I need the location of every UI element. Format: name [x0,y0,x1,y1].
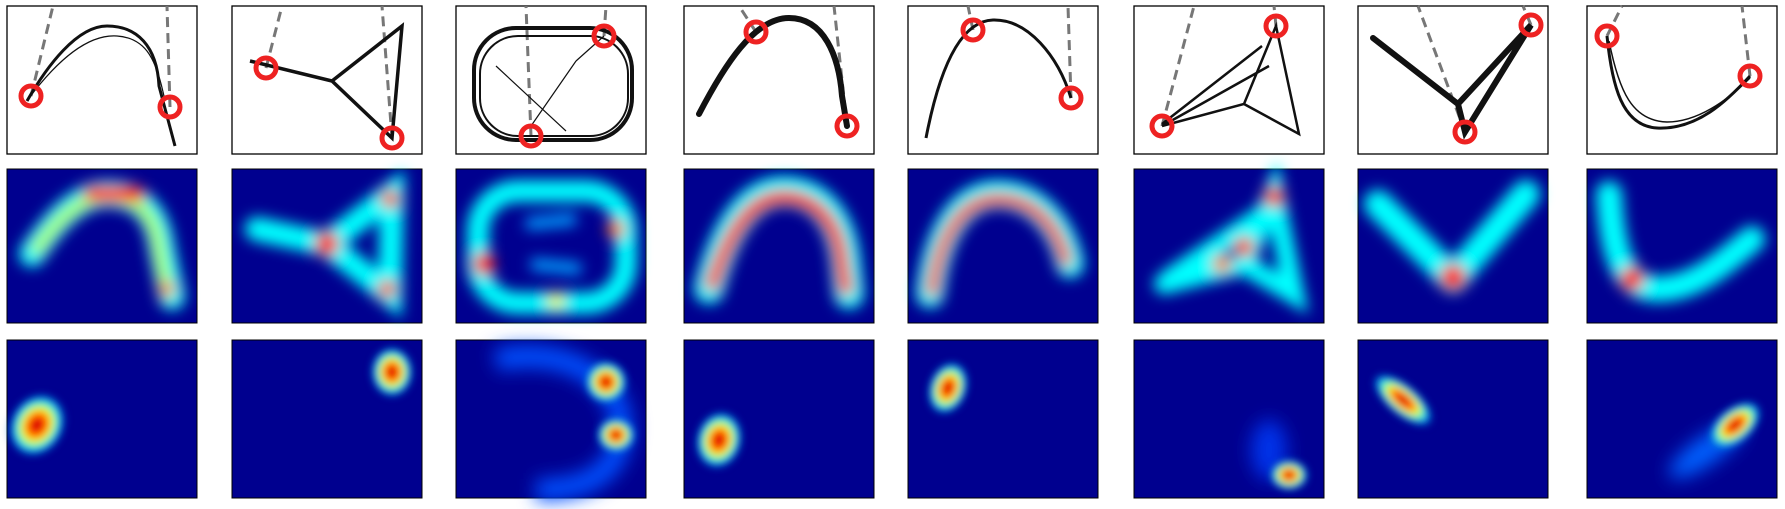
density-panel-1 [6,168,198,324]
trajectory-curve [25,24,177,147]
trajectory-curve [924,18,1073,139]
trajectory-panel-1 [6,5,198,155]
column-4 [683,5,875,499]
localized-panel-3 [455,339,647,501]
trajectory-panel-3 [455,5,647,155]
trajectory-curve [249,22,405,142]
localized-panel-6 [1133,339,1325,499]
trajectory-curve [472,26,634,142]
dashed-link [1521,5,1533,26]
trajectory-curve [479,35,629,137]
marker-ring [1518,12,1544,38]
column-1 [6,5,198,499]
column-5 [907,5,1099,499]
density-panel-3 [455,168,647,324]
marker-ring [18,83,44,109]
dashed-link [264,5,284,69]
dashed-link [165,5,172,108]
density-panel-8 [1586,168,1778,324]
trajectory-curve [1370,22,1534,140]
dashed-link [1160,5,1196,127]
localized-panel-7 [1357,339,1549,499]
density-panel-2 [231,168,423,324]
density-panel-6 [1133,160,1325,324]
column-3 [455,5,647,501]
dashed-link [1272,5,1278,27]
marker-ring [960,17,986,43]
column-7 [1357,5,1549,499]
trajectory-panel-7 [1357,5,1549,155]
marker-ring [379,125,405,151]
marker-ring [1263,13,1289,39]
marker-ring [1452,119,1478,145]
trajectory-curve [696,14,850,129]
marker-ring [591,23,617,49]
localized-panel-5 [907,339,1099,499]
localized-panel-8 [1586,339,1778,499]
trajectory-panel-6 [1133,5,1325,155]
column-2 [231,5,423,499]
trajectory-curve [1161,21,1301,137]
trajectory-curve [28,35,166,102]
localized-panel-1 [6,339,198,499]
marker-ring [253,55,279,81]
dashed-link [380,5,394,139]
localized-panel-2 [231,339,423,499]
marker-ring [518,123,544,149]
trajectory-panel-2 [231,5,423,155]
localized-panel-4 [683,339,875,499]
density-panel-7 [1357,168,1549,324]
marker-ring [1058,85,1084,111]
trajectory-panel-4 [683,5,875,155]
density-panel-4 [683,168,875,324]
trajectory-curve [495,35,605,132]
dashed-link [524,5,533,137]
marker-ring [1737,63,1763,89]
marker-ring [1149,113,1175,139]
marker-ring [1594,23,1620,49]
density-panel-5 [907,168,1099,324]
column-6 [1133,5,1325,499]
column-8 [1586,5,1778,499]
trajectory-panel-5 [907,5,1099,155]
dashed-link [1740,5,1752,77]
dashed-link [1605,5,1624,37]
marker-ring [157,94,183,120]
trajectory-panel-8 [1586,5,1778,155]
marker-ring [834,113,860,139]
dashed-link [737,5,758,33]
trajectory-curve [1608,40,1751,123]
marker-ring [743,19,769,45]
